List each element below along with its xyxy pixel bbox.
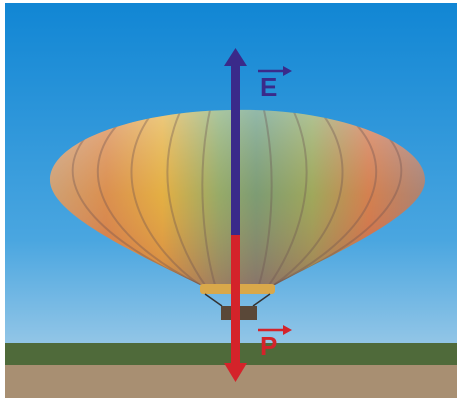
scene: E P xyxy=(0,0,462,402)
vector-label: E xyxy=(260,72,277,102)
page: {"vectors": [{"label": "E"}, {"label": "… xyxy=(0,0,462,402)
vector-label: P xyxy=(260,331,277,361)
